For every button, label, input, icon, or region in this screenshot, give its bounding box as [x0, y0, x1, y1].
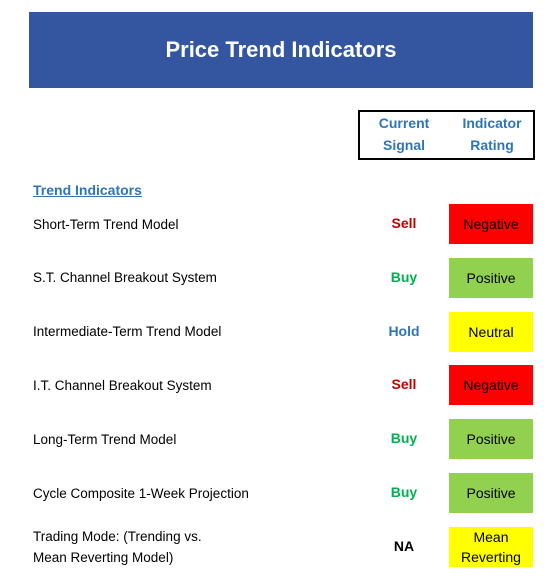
title-banner: Price Trend Indicators — [29, 12, 533, 88]
row-label: Trading Mode: (Trending vs. Mean Revertin… — [33, 526, 202, 568]
rating-cell: Mean Reverting — [449, 526, 533, 567]
signal-column-header: Current Signal — [360, 112, 448, 156]
signal: Buy — [390, 484, 418, 500]
row-label: Long-Term Trend Model — [33, 429, 176, 450]
rating-cell: Positive — [449, 257, 533, 298]
title: Price Trend Indicators — [165, 37, 397, 62]
label-line: Long-Term Trend Model — [33, 431, 177, 447]
rating-cell: Negative — [449, 365, 533, 406]
rating-line: Positive — [466, 485, 516, 501]
signal: Buy — [390, 430, 418, 447]
rating-line: Positive — [466, 269, 516, 286]
label-line: S.T. Channel Breakout System — [33, 270, 217, 286]
label-line: Short-Term Trend Model — [33, 216, 179, 232]
rating-line: Negative — [463, 216, 519, 232]
rating-line: Negative — [463, 377, 519, 394]
rating-line: Mean — [473, 528, 509, 545]
rating-line: Reverting — [461, 548, 521, 565]
label-line: Intermediate-Term Trend Model — [33, 324, 222, 340]
signal: Buy — [390, 268, 418, 285]
label-line: Trading Mode: (Trending vs. — [33, 528, 202, 544]
signal: Hold — [388, 322, 420, 339]
row-label: I.T. Channel Breakout System — [33, 375, 212, 396]
rating-line: Positive — [466, 431, 516, 448]
signal: NA — [393, 537, 415, 554]
rating-line: Neutral — [468, 323, 514, 340]
signal: Sell — [391, 376, 417, 393]
header-line: Signal — [382, 137, 425, 153]
column-header-box — [358, 110, 535, 160]
section-title: Trend Indicators — [33, 182, 142, 198]
header-line: Indicator — [462, 115, 522, 131]
label-line: Cycle Composite 1-Week Projection — [33, 485, 249, 501]
header-line: Rating — [470, 137, 514, 153]
row-label: Intermediate-Term Trend Model — [33, 321, 221, 342]
rating-cell: Negative — [449, 204, 533, 244]
row-label: S.T. Channel Breakout System — [33, 267, 217, 288]
rating-cell: Positive — [449, 473, 533, 513]
signal: Sell — [391, 215, 417, 231]
label-line: Mean Reverting Model) — [33, 549, 174, 565]
rating-cell: Positive — [449, 419, 533, 460]
rating-cell: Neutral — [449, 311, 533, 352]
row-label: Cycle Composite 1-Week Projection — [33, 483, 249, 504]
header-line: Current — [378, 115, 430, 131]
row-label: Short-Term Trend Model — [33, 214, 179, 235]
label-line: I.T. Channel Breakout System — [33, 377, 212, 393]
rating-column-header: Indicator Rating — [448, 112, 536, 156]
